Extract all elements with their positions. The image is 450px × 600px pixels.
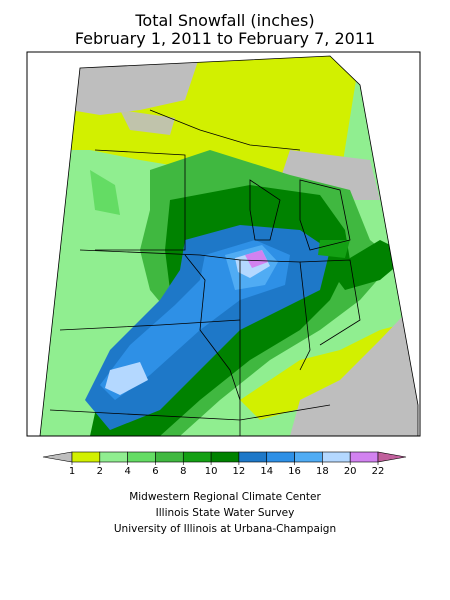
legend-tick-label: 4 <box>124 466 130 477</box>
title: Total Snowfall (inches) <box>134 11 314 30</box>
legend-swatch <box>349 451 379 463</box>
legend-tick-label: 20 <box>344 466 357 477</box>
legend-tick-label: 8 <box>180 466 186 477</box>
legend-swatch <box>182 451 212 463</box>
subtitle: February 1, 2011 to February 7, 2011 <box>75 29 375 48</box>
legend-swatch <box>127 451 156 463</box>
map <box>26 51 421 437</box>
legend-swatch <box>99 451 128 463</box>
legend-swatch <box>71 451 101 463</box>
legend-tick-label: 18 <box>316 466 329 477</box>
legend-tick-label: 6 <box>152 466 158 477</box>
legend-tick-label: 14 <box>260 466 273 477</box>
legend-swatch <box>266 451 295 463</box>
legend-tick-label: 22 <box>372 466 385 477</box>
credit-line: University of Illinois at Urbana-Champai… <box>114 523 336 535</box>
legend-under <box>42 451 73 463</box>
credits: Midwestern Regional Climate Center Illino… <box>114 491 336 535</box>
legend-over <box>377 451 407 463</box>
legend-tick-label: 12 <box>233 466 246 477</box>
legend-tick-label: 1 <box>69 466 75 477</box>
legend-swatch <box>210 451 240 463</box>
legend-tick-label: 2 <box>97 466 103 477</box>
legend-swatch <box>294 451 323 463</box>
legend-swatch <box>322 451 351 463</box>
legend-tick-label: 16 <box>288 466 301 477</box>
legend-swatch <box>155 451 184 463</box>
legend-tick-label: 10 <box>205 466 218 477</box>
credit-line: Midwestern Regional Climate Center <box>129 491 321 503</box>
color-legend: 1 2 4 6 8 10 12 14 16 18 20 22 <box>42 451 407 477</box>
legend-swatch <box>238 451 268 463</box>
credit-line: Illinois State Water Survey <box>156 507 295 519</box>
